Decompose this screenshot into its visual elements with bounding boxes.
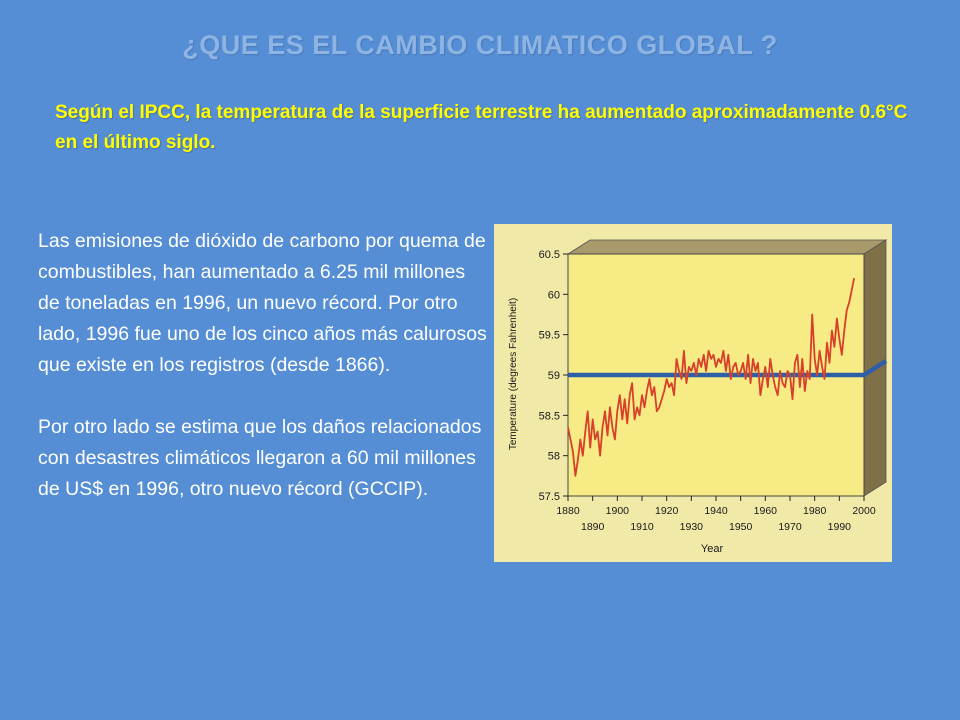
y-tick-label: 59.5 bbox=[539, 330, 560, 342]
x-tick-label: 1900 bbox=[606, 505, 630, 517]
x-tick-label: 1980 bbox=[803, 505, 827, 517]
slide-subtitle: Según el IPCC, la temperatura de la supe… bbox=[55, 102, 908, 153]
x-tick-label: 1890 bbox=[581, 521, 605, 533]
x-tick-label: 1970 bbox=[778, 521, 802, 533]
x-tick-label: 1940 bbox=[704, 505, 728, 517]
x-tick-label: 1880 bbox=[556, 505, 580, 517]
slide-title: ¿QUE ES EL CAMBIO CLIMATICO GLOBAL ? bbox=[182, 30, 778, 60]
x-tick-label: 1950 bbox=[729, 521, 753, 533]
y-tick-label: 60.5 bbox=[539, 249, 560, 261]
reference-line bbox=[568, 359, 888, 378]
body-text: Las emisiones de dióxido de carbono por … bbox=[38, 226, 488, 536]
x-tick-label: 1910 bbox=[630, 521, 654, 533]
y-tick-label: 60 bbox=[548, 289, 560, 301]
x-tick-label: 2000 bbox=[852, 505, 876, 517]
y-tick-label: 59 bbox=[548, 370, 560, 382]
x-axis-label: Year bbox=[701, 543, 724, 555]
x-tick-label: 1920 bbox=[655, 505, 679, 517]
x-tick-label: 1960 bbox=[754, 505, 778, 517]
temperature-chart: 57.5 58 58.5 59 59.5 60 60.5 1880 1900 1920 1940 19… bbox=[494, 224, 892, 562]
temperature-series-line bbox=[567, 278, 855, 477]
paragraph-emissions: Las emisiones de dióxido de carbono por … bbox=[38, 230, 487, 376]
y-axis-label: Temperature (degrees Fahrenheit) bbox=[508, 298, 519, 450]
x-tick-label: 1930 bbox=[680, 521, 704, 533]
x-tick-label: 1990 bbox=[828, 521, 852, 533]
chart-plot-area bbox=[566, 239, 888, 497]
y-tick-label: 58.5 bbox=[539, 410, 560, 422]
y-tick-label: 58 bbox=[548, 451, 560, 463]
paragraph-damages: Por otro lado se estima que los daños re… bbox=[38, 416, 482, 500]
plot-top-face bbox=[566, 239, 888, 255]
y-tick-label: 57.5 bbox=[539, 491, 560, 503]
